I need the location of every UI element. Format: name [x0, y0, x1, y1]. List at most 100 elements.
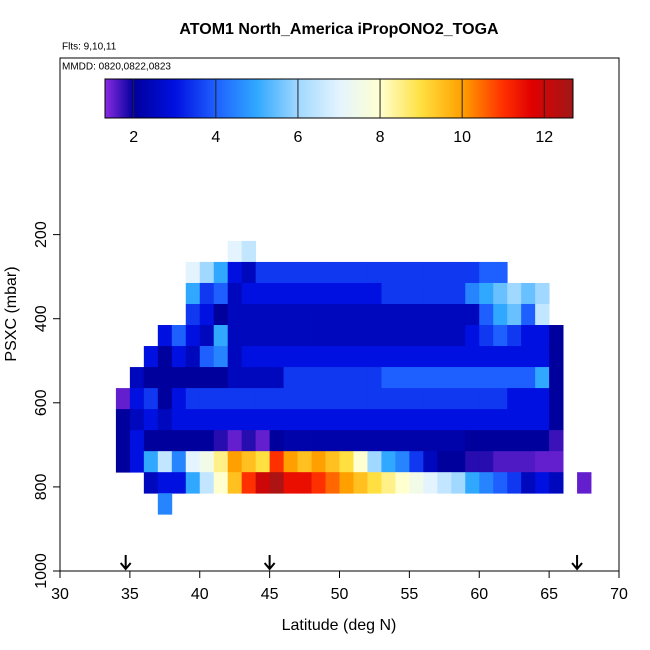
heat-cell — [199, 346, 215, 368]
heat-cell — [283, 303, 298, 326]
heat-cell — [353, 282, 368, 305]
heat-cell — [339, 430, 354, 452]
heat-cell — [535, 409, 550, 431]
heat-cell — [549, 346, 564, 368]
heat-cell — [241, 303, 257, 326]
heat-cell — [395, 472, 410, 494]
heat-cell — [423, 325, 438, 347]
heat-cell — [437, 282, 452, 305]
heat-cell — [521, 430, 536, 452]
heat-cell — [171, 388, 187, 410]
heat-cell — [339, 261, 354, 284]
heat-cell — [535, 367, 550, 389]
heat-cell — [199, 282, 215, 305]
x-axis-label: Latitude (deg N) — [282, 617, 397, 634]
heat-cell — [227, 240, 243, 263]
heat-cell — [381, 303, 396, 326]
y-tick-label: 1000 — [33, 553, 50, 589]
heat-cell — [283, 346, 298, 368]
heat-cell — [213, 409, 229, 431]
heat-cell — [311, 346, 326, 368]
heat-cell — [367, 409, 382, 431]
heat-cell — [367, 346, 382, 368]
heat-cell — [199, 388, 215, 410]
heat-cell — [549, 325, 564, 347]
heat-cell — [367, 367, 382, 389]
heat-cell — [479, 409, 494, 431]
heat-cell — [423, 388, 438, 410]
heat-cell — [353, 388, 368, 410]
heat-cell — [339, 388, 354, 410]
heat-cell — [269, 325, 284, 347]
heat-cell — [199, 325, 215, 347]
colorbar-tick-label: 8 — [376, 129, 385, 146]
heat-cell — [437, 430, 452, 452]
heat-cell — [549, 367, 564, 389]
heat-cell — [143, 451, 159, 473]
heat-cell — [409, 303, 424, 326]
heat-cell — [353, 346, 368, 368]
heat-cell — [451, 346, 466, 368]
heat-cell — [353, 367, 368, 389]
heat-cell — [185, 388, 201, 410]
heat-cell — [437, 303, 452, 326]
heat-cell — [353, 409, 368, 431]
heat-cell — [451, 388, 466, 410]
heat-cell — [367, 282, 382, 305]
heat-cell — [493, 282, 508, 305]
heat-cell — [213, 282, 229, 305]
heat-cell — [269, 346, 284, 368]
heat-cell — [325, 367, 340, 389]
heat-cell — [185, 303, 201, 326]
heat-cell — [213, 451, 229, 473]
heat-cell — [549, 409, 564, 431]
heat-cell — [409, 409, 424, 431]
heat-cell — [367, 472, 382, 494]
heat-cell — [479, 346, 494, 368]
heat-cell — [521, 367, 536, 389]
heat-cell — [255, 388, 271, 410]
y-tick-label: 200 — [33, 221, 50, 248]
heat-cell — [395, 303, 410, 326]
heat-cell — [451, 430, 466, 452]
heat-cell — [227, 451, 243, 473]
heat-cell — [493, 409, 508, 431]
heat-cell — [339, 303, 354, 326]
heat-cell — [115, 451, 131, 473]
heat-cell — [367, 388, 382, 410]
heat-cell — [381, 451, 396, 473]
heat-cell — [395, 261, 410, 284]
x-tick-label: 60 — [470, 586, 488, 603]
heat-cell — [185, 367, 201, 389]
colorbar-tick-label: 10 — [453, 129, 471, 146]
marker-arrow — [571, 555, 583, 571]
heat-cell — [521, 282, 536, 305]
heat-cell — [325, 409, 340, 431]
heat-cell — [507, 430, 522, 452]
colorbar-tick-label: 2 — [129, 129, 138, 146]
heat-cell — [297, 367, 312, 389]
heat-cell — [451, 472, 466, 494]
heat-cell — [479, 261, 494, 284]
heat-cell — [185, 346, 201, 368]
heat-cell — [535, 303, 550, 326]
heat-cell — [507, 303, 522, 326]
heat-cell — [199, 303, 215, 326]
heat-cell — [409, 388, 424, 410]
heat-cell — [493, 367, 508, 389]
heat-cell — [143, 346, 159, 368]
heat-cell — [283, 388, 298, 410]
heat-cell — [493, 325, 508, 347]
heat-cell — [157, 409, 173, 431]
heat-cell — [437, 409, 452, 431]
heat-cell — [171, 409, 187, 431]
heat-cell — [465, 388, 480, 410]
heat-cell — [297, 303, 312, 326]
heat-cell — [409, 282, 424, 305]
heat-cell — [325, 303, 340, 326]
x-tick-label: 30 — [51, 586, 69, 603]
heat-cell — [115, 430, 131, 452]
heat-cell — [241, 388, 257, 410]
heat-cell — [115, 388, 131, 410]
